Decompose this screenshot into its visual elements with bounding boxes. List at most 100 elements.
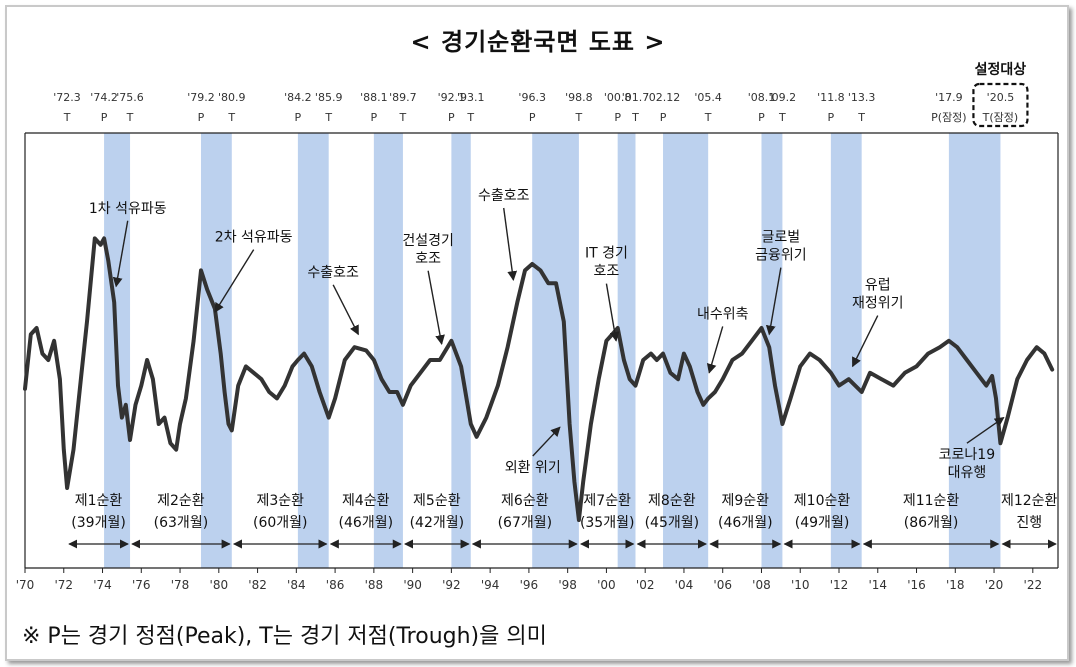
turning-point-date: '74.2 xyxy=(90,91,118,104)
cycle-length: (42개월) xyxy=(410,515,465,531)
cycle-length: (35개월) xyxy=(580,515,635,531)
turning-point-date: '13.3 xyxy=(848,91,876,104)
turning-point-type: P(잠정) xyxy=(931,111,966,124)
turning-point-date: '88.1 xyxy=(360,91,388,104)
annotation-arrow xyxy=(112,220,129,288)
x-tick-label: '92 xyxy=(442,578,461,592)
turning-point-type: T xyxy=(631,111,639,124)
turning-point-type: P xyxy=(371,111,378,124)
shaded-period-10 xyxy=(830,133,862,568)
turning-point-date: '11.8 xyxy=(817,91,845,104)
turning-point-type: P xyxy=(198,111,205,124)
x-tick-label: '82 xyxy=(248,578,267,592)
cycle-name: 제5순환 xyxy=(413,493,461,509)
cycle-length: (86개월) xyxy=(904,515,959,531)
shaded-period-7 xyxy=(617,133,636,568)
annotation-label: 호조 xyxy=(594,264,620,280)
turning-point-type: P xyxy=(101,111,108,124)
x-tick-label: '96 xyxy=(520,578,539,592)
x-tick-label: '76 xyxy=(132,578,151,592)
annotation-arrow xyxy=(706,326,724,374)
cycle-length: (63개월) xyxy=(154,515,209,531)
x-tick-label: '84 xyxy=(287,578,306,592)
turning-point-date: '72.3 xyxy=(53,91,81,104)
annotation-label: 건설경기 xyxy=(402,233,454,249)
cycle-name: 제8순환 xyxy=(648,493,696,509)
annotation-label: 글로벌 xyxy=(762,230,801,246)
highlight-label: 설정대상 xyxy=(975,61,1027,78)
cycle-name: 제11순환 xyxy=(903,493,960,509)
annotation-arrow xyxy=(966,417,1005,444)
series-line xyxy=(23,236,1055,522)
annotation-arrow xyxy=(214,249,255,313)
annotation-arrow xyxy=(332,284,359,336)
x-tick-label: '14 xyxy=(868,578,887,592)
annotation-arrow xyxy=(427,270,445,345)
turning-point-type: T(잠정) xyxy=(982,111,1019,124)
shaded-period-2 xyxy=(200,133,232,568)
annotation-label: 금융위기 xyxy=(755,248,807,264)
x-tick-label: '18 xyxy=(946,578,965,592)
annotation-label: 1차 석유파동 xyxy=(89,201,167,217)
turning-point-date: '08.1 xyxy=(748,91,776,104)
x-tick-label: '80 xyxy=(210,578,229,592)
annotation-arrow xyxy=(605,283,620,342)
cycle-length: (46개월) xyxy=(339,515,394,531)
x-tick-label: '04 xyxy=(675,578,694,592)
turning-point-date: '79.2 xyxy=(187,91,215,104)
annotation-label: 수출호조 xyxy=(478,188,530,204)
turning-point-type: P xyxy=(295,111,302,124)
shaded-period-3 xyxy=(297,133,329,568)
x-tick-label: '90 xyxy=(403,578,422,592)
annotation-arrow xyxy=(765,267,782,336)
cycle-name: 제4순환 xyxy=(342,493,390,509)
x-tick-label: '20 xyxy=(985,578,1004,592)
turning-point-type: P xyxy=(448,111,455,124)
x-tick-label: '78 xyxy=(171,578,190,592)
turning-point-date: '00.8 xyxy=(604,91,632,104)
turning-point-date: '92.1 xyxy=(438,91,466,104)
turning-point-date: '84.2 xyxy=(284,91,312,104)
shaded-period-8 xyxy=(663,133,709,568)
turning-point-type: T xyxy=(575,111,583,124)
annotation-label: IT 경기 xyxy=(585,246,628,262)
cycle-length: (60개월) xyxy=(253,515,308,531)
x-tick-label: '08 xyxy=(752,578,771,592)
x-tick-label: '94 xyxy=(481,578,500,592)
turning-point-type: P xyxy=(828,111,835,124)
turning-point-type: T xyxy=(778,111,786,124)
annotation-arrow xyxy=(851,315,879,368)
x-tick-label: '00 xyxy=(597,578,616,592)
x-tick-label: '12 xyxy=(830,578,849,592)
turning-point-date: '05.4 xyxy=(694,91,722,104)
turning-point-date: '89.7 xyxy=(389,91,417,104)
shaded-period-6 xyxy=(532,133,579,568)
cycle-name: 제12순환 xyxy=(1001,493,1058,509)
annotation-label: 유럽 xyxy=(865,278,891,294)
turning-point-date: '17.9 xyxy=(935,91,963,104)
shaded-period-9 xyxy=(761,133,783,568)
cycle-length: (46개월) xyxy=(718,515,773,531)
x-tick-label: '74 xyxy=(93,578,112,592)
turning-point-type: P xyxy=(614,111,621,124)
annotation-label: 수출호조 xyxy=(307,265,359,281)
annotation-label: 재정위기 xyxy=(852,296,904,312)
footnote: ※ P는 경기 정점(Peak), T는 경기 저점(Trough)을 의미 xyxy=(22,624,547,649)
turning-point-type: P xyxy=(660,111,667,124)
cycle-name: 제9순환 xyxy=(722,493,770,509)
annotation-arrow xyxy=(503,207,518,281)
annotation-label: 내수위축 xyxy=(697,306,749,322)
shaded-period-4 xyxy=(373,133,403,568)
x-tick-label: '02 xyxy=(636,578,655,592)
annotation-label: 코로나19 xyxy=(939,447,995,463)
cycle-length: (67개월) xyxy=(498,515,553,531)
cycle-length: (39개월) xyxy=(71,515,126,531)
turning-point-type: T xyxy=(126,111,134,124)
turning-point-date: '20.5 xyxy=(987,91,1015,104)
cycle-length: (45개월) xyxy=(645,515,700,531)
turning-point-date: '96.3 xyxy=(518,91,546,104)
turning-point-type: T xyxy=(704,111,712,124)
turning-point-type: T xyxy=(227,111,235,124)
highlight-box xyxy=(972,82,1029,128)
turning-point-date: '93.1 xyxy=(457,91,485,104)
